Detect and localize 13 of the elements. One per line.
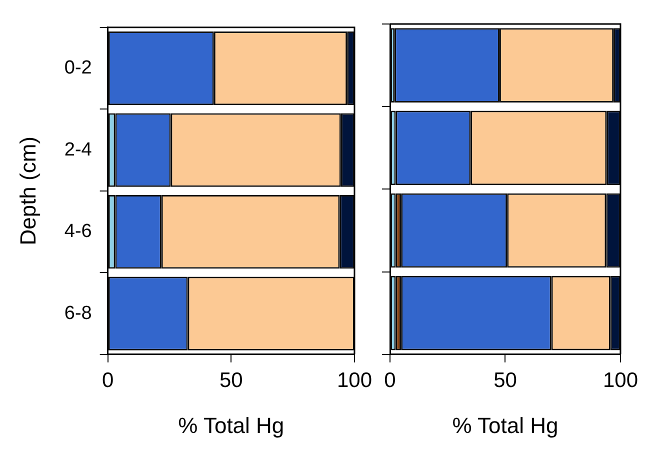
x-tick-label: 50 bbox=[494, 368, 517, 392]
y-tick-label: 0-2 bbox=[64, 58, 92, 79]
x-tick-label: 50 bbox=[219, 368, 243, 392]
y-tick-label: 6-8 bbox=[64, 302, 92, 324]
x-axis-title: % Total Hg bbox=[452, 412, 558, 438]
x-tick-label: 0 bbox=[384, 368, 396, 392]
x-tick-label: 100 bbox=[336, 368, 372, 392]
x-tick-label: 0 bbox=[102, 368, 114, 392]
y-tick-label: 2-4 bbox=[64, 139, 92, 160]
y-tick-label: 4-6 bbox=[64, 221, 92, 242]
x-axis-title: % Total Hg bbox=[178, 412, 284, 438]
x-tick-label: 100 bbox=[602, 368, 638, 392]
y-axis-title: Depth (cm) bbox=[15, 136, 40, 246]
